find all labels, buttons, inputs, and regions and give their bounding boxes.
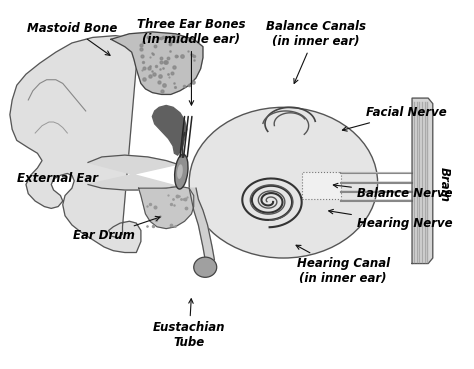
Text: Balance Canals
(in inner ear): Balance Canals (in inner ear) bbox=[265, 20, 365, 83]
Text: Eustachian
Tube: Eustachian Tube bbox=[153, 299, 226, 349]
Polygon shape bbox=[88, 155, 178, 190]
Ellipse shape bbox=[174, 154, 188, 189]
Text: Brain: Brain bbox=[438, 167, 451, 202]
Polygon shape bbox=[10, 36, 141, 252]
Polygon shape bbox=[152, 106, 187, 155]
Circle shape bbox=[189, 107, 378, 258]
Polygon shape bbox=[412, 98, 433, 263]
Ellipse shape bbox=[194, 257, 217, 277]
Text: Hearing Canal
(in inner ear): Hearing Canal (in inner ear) bbox=[296, 245, 390, 285]
Ellipse shape bbox=[177, 164, 183, 179]
Text: Mastoid Bone: Mastoid Bone bbox=[27, 22, 117, 55]
Text: Balance Nerve: Balance Nerve bbox=[333, 183, 452, 200]
Text: Hearing Nerve: Hearing Nerve bbox=[328, 209, 453, 230]
Polygon shape bbox=[111, 32, 203, 94]
FancyBboxPatch shape bbox=[302, 172, 341, 199]
Text: Three Ear Bones
(in middle ear): Three Ear Bones (in middle ear) bbox=[137, 18, 246, 105]
Polygon shape bbox=[138, 186, 194, 229]
Polygon shape bbox=[189, 188, 214, 260]
Text: External Ear: External Ear bbox=[17, 172, 98, 186]
Text: Facial Nerve: Facial Nerve bbox=[342, 106, 447, 131]
Text: Ear Drum: Ear Drum bbox=[73, 216, 160, 242]
